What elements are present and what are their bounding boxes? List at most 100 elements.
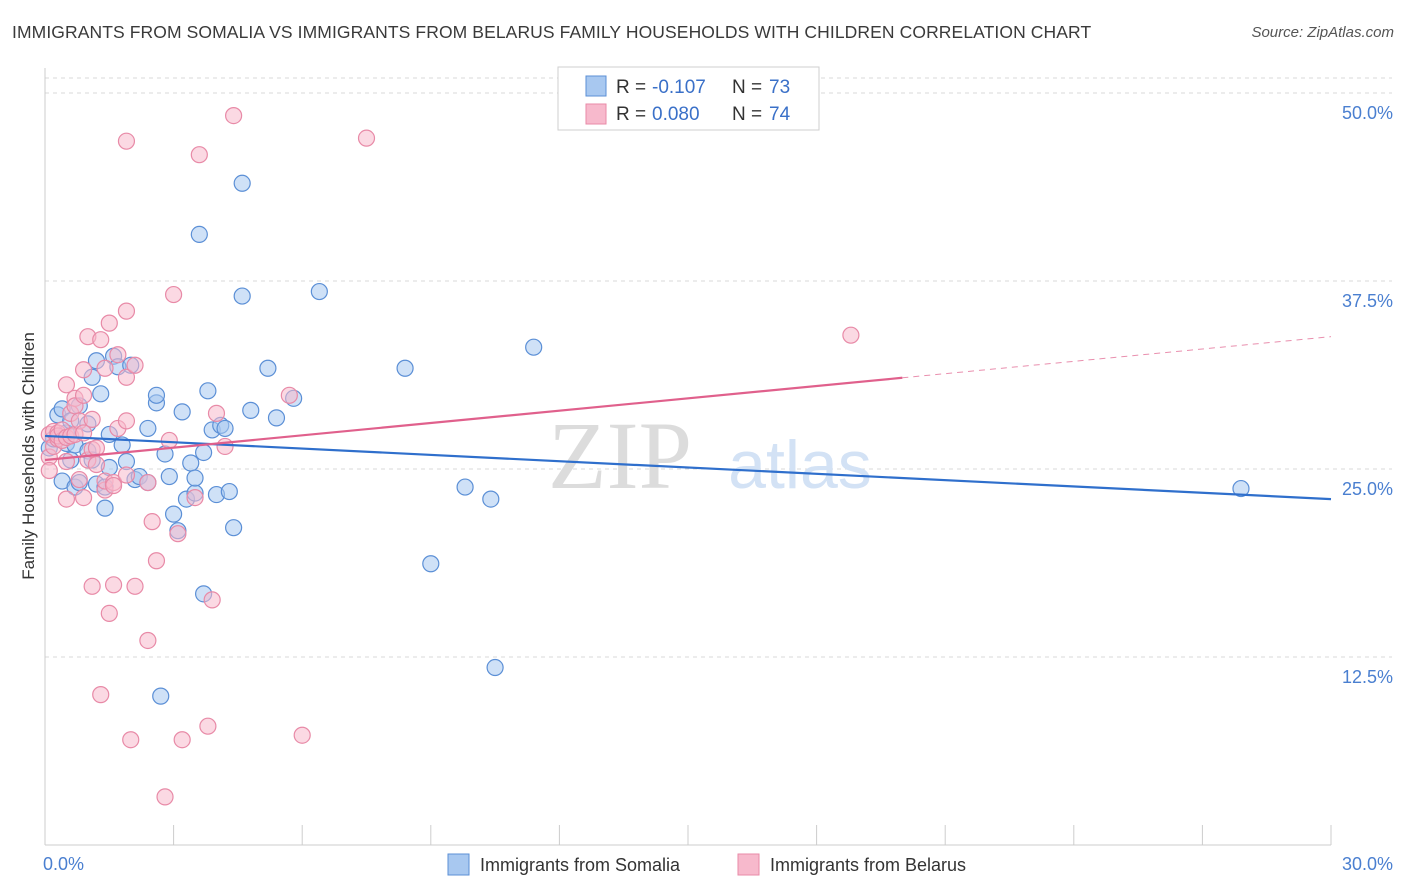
- bottom-legend: Immigrants from Somalia Immigrants from …: [447, 853, 966, 876]
- data-point-belarus: [100, 314, 118, 332]
- source-credit: Source: ZipAtlas.com: [1251, 24, 1394, 41]
- data-point-somalia: [147, 386, 166, 404]
- data-point-somalia: [195, 443, 213, 462]
- data-point-belarus: [92, 686, 110, 704]
- data-point-belarus: [186, 488, 204, 507]
- data-point-somalia: [482, 490, 500, 508]
- data-point-belarus: [147, 552, 166, 570]
- data-point-belarus: [104, 476, 123, 495]
- data-point-somalia: [525, 338, 543, 356]
- data-point-belarus: [173, 731, 191, 749]
- data-point-belarus: [83, 410, 101, 428]
- legend-box: R = -0.107 N = 73 R = 0.080 N = 74: [557, 66, 820, 131]
- data-point-belarus: [156, 788, 174, 806]
- legend-n-label-somalia: N =: [732, 77, 762, 98]
- data-point-somalia: [160, 467, 178, 486]
- legend-n-label-belarus: N =: [732, 104, 762, 125]
- data-point-somalia: [396, 359, 414, 377]
- data-point-somalia: [152, 687, 170, 705]
- data-point-belarus: [117, 132, 136, 150]
- x-tick-label: 0.0%: [43, 854, 84, 874]
- data-point-belarus: [169, 525, 187, 543]
- data-point-belarus: [92, 331, 110, 349]
- bottom-legend-swatch-somalia: [447, 853, 470, 876]
- bottom-legend-label-somalia: Immigrants from Somalia: [480, 855, 681, 875]
- data-point-somalia: [92, 385, 110, 403]
- data-point-belarus: [109, 346, 127, 364]
- data-point-belarus: [57, 452, 76, 471]
- x-tick-labels: 0.0% 30.0%: [43, 854, 1393, 874]
- data-point-somalia: [220, 482, 238, 501]
- data-point-somalia: [139, 419, 157, 438]
- data-point-belarus: [207, 404, 226, 422]
- data-point-belarus: [87, 455, 106, 474]
- trend-line-belarus-extension: [902, 336, 1332, 379]
- data-point-belarus: [57, 376, 76, 394]
- data-point-belarus: [70, 470, 88, 489]
- data-point-somalia: [173, 403, 191, 421]
- data-point-somalia: [199, 382, 217, 400]
- data-point-belarus: [74, 361, 93, 379]
- bottom-legend-label-belarus: Immigrants from Belarus: [770, 855, 966, 875]
- data-point-somalia: [422, 555, 440, 573]
- legend-r-value-somalia: -0.107: [652, 77, 706, 98]
- y-tick-labels: 12.5% 25.0% 37.5% 50.0%: [1342, 103, 1393, 687]
- data-point-somalia: [186, 469, 204, 487]
- data-point-somalia: [165, 505, 183, 523]
- trend-line-belarus: [44, 376, 903, 462]
- data-point-belarus: [139, 631, 157, 650]
- data-point-belarus: [122, 731, 140, 749]
- data-point-belarus: [126, 356, 144, 374]
- data-point-belarus: [100, 604, 118, 622]
- data-point-belarus: [160, 431, 178, 450]
- data-point-somalia: [1232, 479, 1250, 498]
- data-point-belarus: [280, 386, 298, 404]
- data-point-belarus: [357, 129, 376, 147]
- data-point-somalia: [486, 658, 504, 677]
- legend-swatch-belarus: [585, 103, 607, 125]
- y-tick-label: 25.0%: [1342, 479, 1393, 499]
- data-point-belarus: [842, 326, 860, 344]
- data-point-belarus: [203, 591, 221, 609]
- data-point-somalia: [233, 174, 251, 192]
- data-point-belarus: [74, 386, 93, 404]
- y-tick-label: 37.5%: [1342, 291, 1393, 311]
- data-point-belarus: [139, 473, 157, 492]
- data-point-belarus: [40, 461, 58, 480]
- data-point-somalia: [233, 287, 251, 305]
- x-tick-label: 30.0%: [1342, 854, 1393, 874]
- data-point-somalia: [216, 419, 234, 438]
- legend-n-value-belarus: 74: [769, 104, 791, 125]
- gridlines: [45, 77, 1392, 658]
- data-point-somalia: [225, 519, 243, 537]
- watermark: ZIP atlas: [548, 402, 872, 509]
- trend-lines: [44, 336, 1332, 501]
- legend-swatch-somalia: [585, 75, 607, 97]
- data-point-somalia: [310, 282, 328, 301]
- data-point-belarus: [117, 466, 136, 484]
- data-point-somalia: [182, 454, 200, 472]
- data-point-belarus: [216, 437, 234, 456]
- data-point-belarus: [225, 106, 243, 125]
- data-point-belarus: [199, 717, 217, 735]
- data-point-somalia: [190, 225, 208, 244]
- data-point-belarus: [117, 302, 136, 320]
- legend-n-value-somalia: 73: [769, 77, 790, 98]
- watermark-zip: ZIP: [548, 402, 692, 509]
- data-point-belarus: [143, 513, 161, 531]
- y-tick-label: 50.0%: [1342, 103, 1393, 123]
- data-point-somalia: [267, 409, 286, 427]
- chart-title: IMMIGRANTS FROM SOMALIA VS IMMIGRANTS FR…: [12, 22, 1092, 42]
- data-point-belarus: [104, 576, 123, 594]
- data-point-belarus: [83, 577, 101, 595]
- y-tick-label: 12.5%: [1342, 667, 1393, 687]
- legend-r-label-somalia: R =: [616, 77, 646, 98]
- bottom-legend-swatch-belarus: [737, 853, 760, 876]
- data-point-belarus: [96, 359, 114, 377]
- data-point-somalia: [242, 401, 260, 419]
- trend-line-somalia: [44, 434, 1332, 501]
- data-point-somalia: [96, 499, 114, 517]
- data-point-belarus: [57, 490, 76, 508]
- legend-r-label-belarus: R =: [616, 104, 646, 125]
